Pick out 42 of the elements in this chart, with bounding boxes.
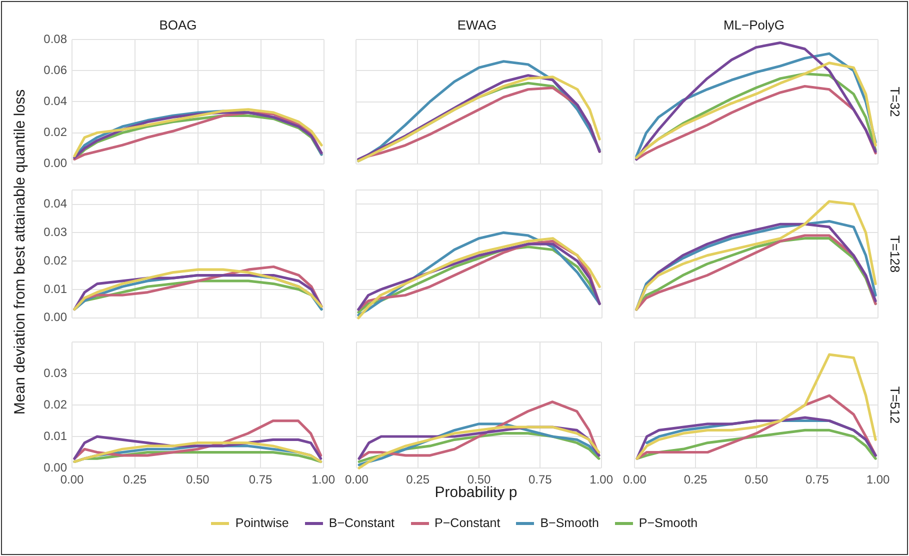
x-tick-label: 0.50 xyxy=(186,472,210,487)
y-tick-label: 0.01 xyxy=(44,282,68,296)
y-tick-label: 0.03 xyxy=(44,366,68,380)
y-tick-label: 0.08 xyxy=(44,32,68,46)
x-tick-label: 0.25 xyxy=(684,472,708,487)
x-tick-label: 1.00 xyxy=(866,472,890,487)
text: T=32 xyxy=(887,86,902,117)
y-tick-label: 0.01 xyxy=(44,428,68,443)
x-tick-label: 0.25 xyxy=(123,472,147,487)
y-tick-label: 0.00 xyxy=(44,310,68,324)
text: T=128 xyxy=(887,235,902,273)
legend-label: P−Constant xyxy=(434,516,500,530)
legend-label: B−Smooth xyxy=(540,516,599,530)
x-tick-label: 0.00 xyxy=(623,472,647,487)
x-tick-label: 0.75 xyxy=(528,472,552,487)
y-tick-label: 0.04 xyxy=(44,94,68,108)
y-tick-label: 0.02 xyxy=(44,253,68,268)
x-tick-label: 0.50 xyxy=(467,472,491,487)
x-axis-title: Probability p xyxy=(434,484,518,501)
y-tick-label: 0.03 xyxy=(44,225,68,240)
x-tick-label: 0.25 xyxy=(406,472,430,487)
y-tick-label: 0.00 xyxy=(44,156,68,170)
text: T=512 xyxy=(887,386,902,424)
x-tick-label: 0.50 xyxy=(744,472,768,487)
legend-label: Pointwise xyxy=(235,516,289,530)
chart-title: BOAG xyxy=(159,17,197,32)
y-tick-label: 0.00 xyxy=(44,460,68,474)
chart-title: EWAG xyxy=(457,17,497,32)
x-tick-label: 0.00 xyxy=(60,472,84,487)
x-tick-label: 0.75 xyxy=(248,472,272,487)
legend-label: B−Constant xyxy=(328,516,395,530)
x-tick-label: 0.75 xyxy=(805,472,830,487)
x-tick-label: 1.00 xyxy=(312,472,336,487)
y-tick-label: 0.02 xyxy=(44,125,68,140)
y-tick-label: 0.02 xyxy=(44,397,68,412)
y-tick-label: 0.04 xyxy=(44,196,68,211)
chart-title: ML−PolyG xyxy=(723,17,785,32)
x-tick-label: 1.00 xyxy=(590,472,614,487)
y-axis-title: Mean deviation from best attainable quantile loss xyxy=(12,89,28,415)
legend-label: P−Smooth xyxy=(638,516,698,530)
y-tick-label: 0.06 xyxy=(44,62,68,77)
x-tick-label: 0.00 xyxy=(345,472,369,487)
